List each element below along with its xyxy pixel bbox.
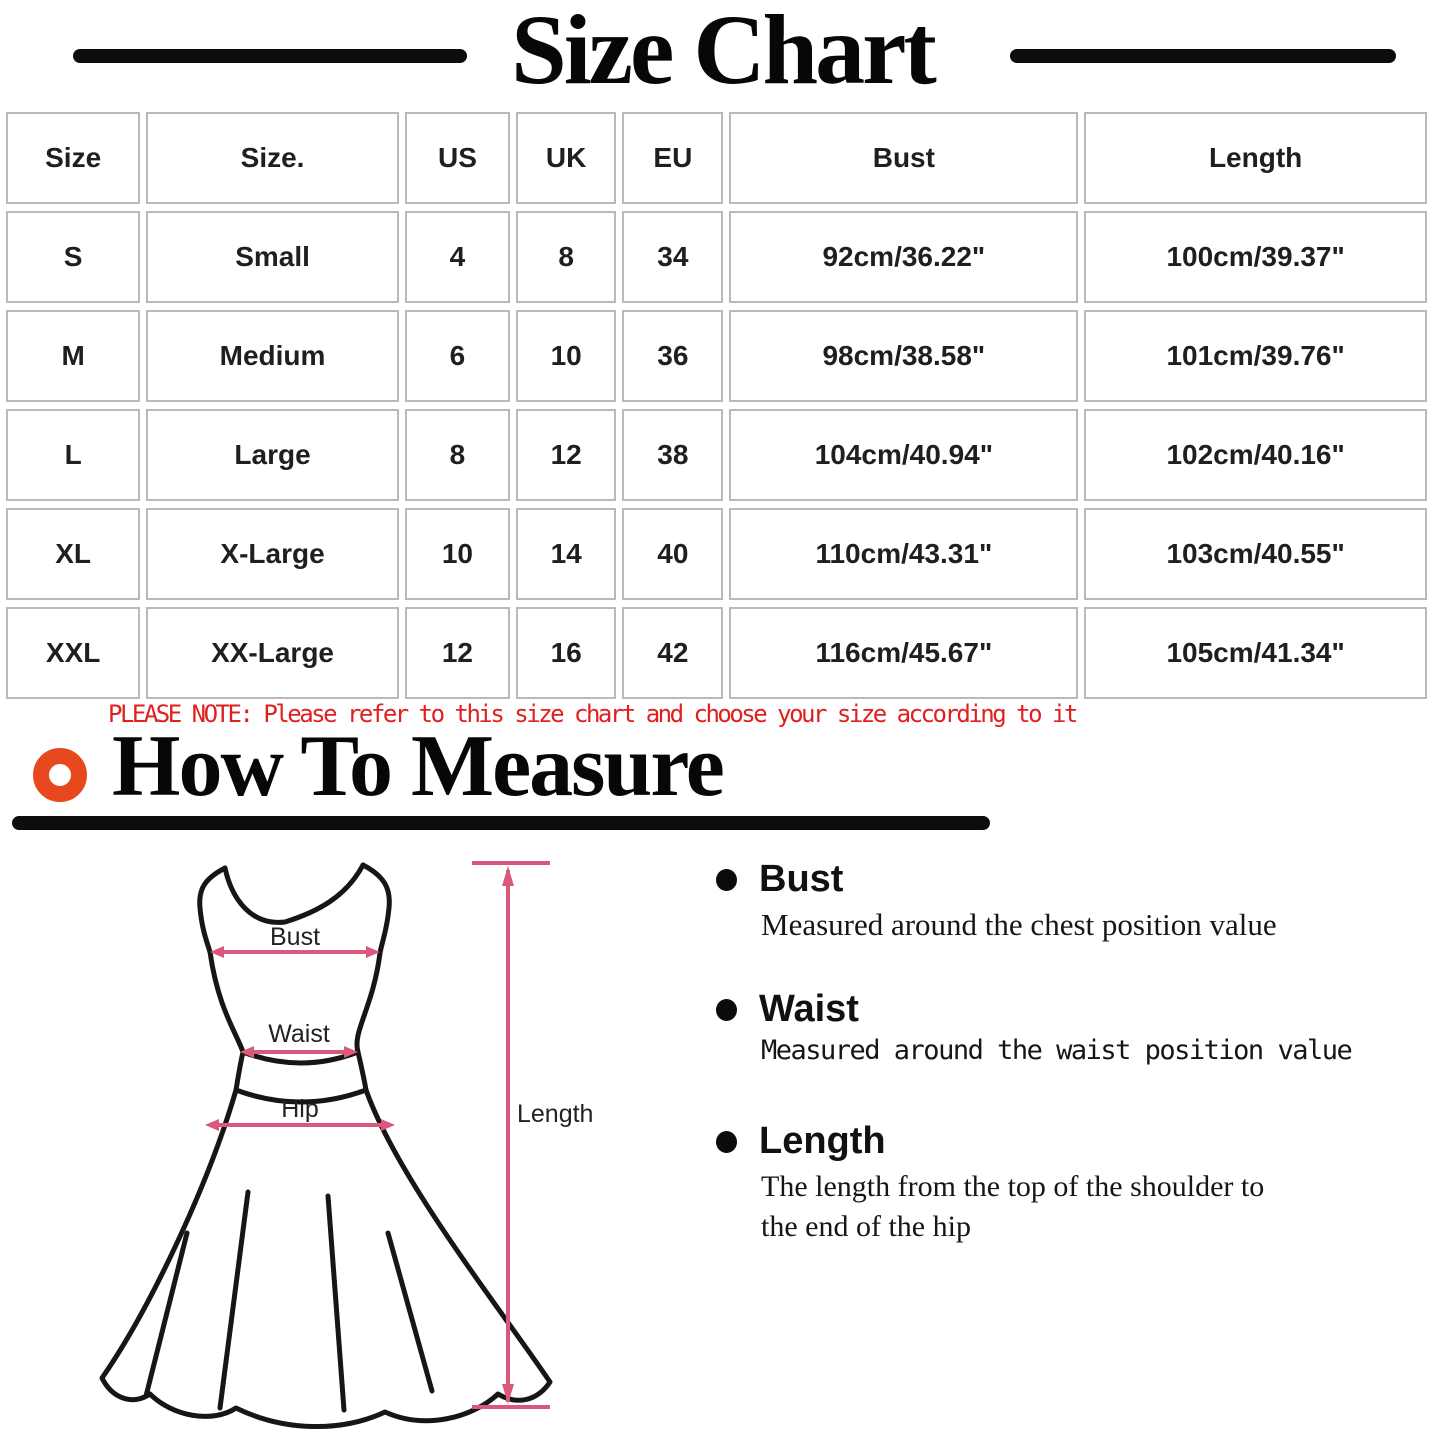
- length-arrowhead-top: [502, 866, 514, 886]
- table-cell: 10: [516, 310, 617, 402]
- col-header-size: Size: [6, 112, 141, 204]
- bullet-icon: [716, 998, 737, 1021]
- table-cell: 10: [404, 508, 511, 600]
- table-cell: 14: [516, 508, 617, 600]
- table-cell: Small: [146, 211, 399, 303]
- table-cell: 16: [516, 607, 617, 699]
- table-cell: 6: [404, 310, 511, 402]
- guide-head: Waist: [716, 988, 1336, 1031]
- dress-right-side: [354, 862, 392, 1055]
- table-row-xxl: XXL XX-Large 12 16 42 116cm/45.67" 105cm…: [6, 607, 1427, 699]
- table-cell: 42: [622, 607, 724, 699]
- table-cell: XXL: [6, 607, 141, 699]
- waist-diagram-label: Waist: [268, 1020, 330, 1048]
- table-cell: 4: [404, 211, 511, 303]
- dress-measurement-diagram: Bust Waist Hip Length: [99, 861, 593, 1430]
- guide-term-bust: Bust: [759, 858, 844, 900]
- bust-diagram-label: Bust: [270, 923, 320, 951]
- hip-arrowhead-right: [381, 1119, 395, 1131]
- col-header-bust: Bust: [729, 112, 1079, 204]
- table-header-row: Size Size. US UK EU Bust Length: [6, 112, 1427, 204]
- guide-head: Bust: [716, 858, 1336, 901]
- col-header-size-name: Size.: [146, 112, 399, 204]
- table-cell: 8: [516, 211, 617, 303]
- col-header-eu: EU: [622, 112, 724, 204]
- col-header-uk: UK: [516, 112, 617, 204]
- guide-item-bust: Bust Measured around the chest position …: [716, 858, 1336, 945]
- table-cell: Large: [146, 409, 399, 501]
- table-cell: 116cm/45.67": [729, 607, 1079, 699]
- table-cell: 103cm/40.55": [1084, 508, 1427, 600]
- title-rule-right: [1010, 49, 1396, 63]
- table-cell: 101cm/39.76": [1084, 310, 1427, 402]
- length-arrowhead-bottom: [502, 1384, 514, 1404]
- guide-item-length: Length The length from the top of the sh…: [716, 1120, 1336, 1247]
- table-cell: M: [6, 310, 141, 402]
- bust-arrowhead-left: [210, 946, 224, 958]
- bullet-icon: [716, 1130, 737, 1153]
- table-row-xl: XL X-Large 10 14 40 110cm/43.31" 103cm/4…: [6, 508, 1427, 600]
- table-row-m: M Medium 6 10 36 98cm/38.58" 101cm/39.76…: [6, 310, 1427, 402]
- please-note-text: PLEASE NOTE: Please refer to this size c…: [108, 700, 1078, 728]
- table-cell: 110cm/43.31": [729, 508, 1079, 600]
- bullet-icon: [716, 868, 737, 891]
- table-cell: 102cm/40.16": [1084, 409, 1427, 501]
- table-cell: 105cm/41.34": [1084, 607, 1427, 699]
- guide-desc-length: The length from the top of the shoulder …: [761, 1170, 1265, 1243]
- table-row-s: S Small 4 8 34 92cm/36.22" 100cm/39.37": [6, 211, 1427, 303]
- skirt-pleat-lines: [143, 1189, 435, 1413]
- waist-arrowhead-right: [344, 1046, 358, 1058]
- table-cell: XX-Large: [146, 607, 399, 699]
- guide-term-waist: Waist: [759, 988, 859, 1030]
- table-cell: 12: [516, 409, 617, 501]
- guide-desc-bust: Measured around the chest position value: [761, 907, 1277, 942]
- guide-term-length: Length: [759, 1120, 886, 1162]
- table-cell: 34: [622, 211, 724, 303]
- table-cell: 104cm/40.94": [729, 409, 1079, 501]
- title-rule-left: [73, 49, 467, 63]
- guide-desc-waist: Measured around the waist position value: [761, 1035, 1353, 1066]
- table-cell: L: [6, 409, 141, 501]
- dress-skirt: [99, 1087, 553, 1430]
- table-cell: 100cm/39.37": [1084, 211, 1427, 303]
- guide-item-waist: Waist Measured around the waist position…: [716, 988, 1353, 1066]
- table-cell: 38: [622, 409, 724, 501]
- waist-arrowhead-left: [240, 1046, 254, 1058]
- dress-left-side: [197, 865, 246, 1055]
- length-diagram-label: Length: [517, 1100, 593, 1128]
- orange-ring-icon: [33, 748, 87, 802]
- table-cell: S: [6, 211, 141, 303]
- dress-neckline: [222, 862, 366, 925]
- table-row-l: L Large 8 12 38 104cm/40.94" 102cm/40.16…: [6, 409, 1427, 501]
- table-cell: 40: [622, 508, 724, 600]
- page-title: Size Chart: [511, 0, 937, 105]
- hip-diagram-label: Hip: [281, 1095, 319, 1123]
- heading-underline-bar: [12, 816, 990, 830]
- table-cell: 12: [404, 607, 511, 699]
- table-cell: 8: [404, 409, 511, 501]
- size-table: Size Size. US UK EU Bust Length S Small …: [0, 105, 1433, 706]
- col-header-us: US: [404, 112, 511, 204]
- table-cell: 36: [622, 310, 724, 402]
- table-cell: 98cm/38.58": [729, 310, 1079, 402]
- length-line: [472, 861, 550, 1409]
- col-header-length: Length: [1084, 112, 1427, 204]
- dress-belt: [233, 1049, 369, 1105]
- bust-arrowhead-right: [366, 946, 380, 958]
- how-to-measure-heading: How To Measure: [112, 718, 725, 815]
- table-cell: X-Large: [146, 508, 399, 600]
- guide-head: Length: [716, 1120, 1336, 1163]
- table-cell: Medium: [146, 310, 399, 402]
- table-cell: XL: [6, 508, 141, 600]
- hip-arrowhead-left: [205, 1119, 219, 1131]
- table-cell: 92cm/36.22": [729, 211, 1079, 303]
